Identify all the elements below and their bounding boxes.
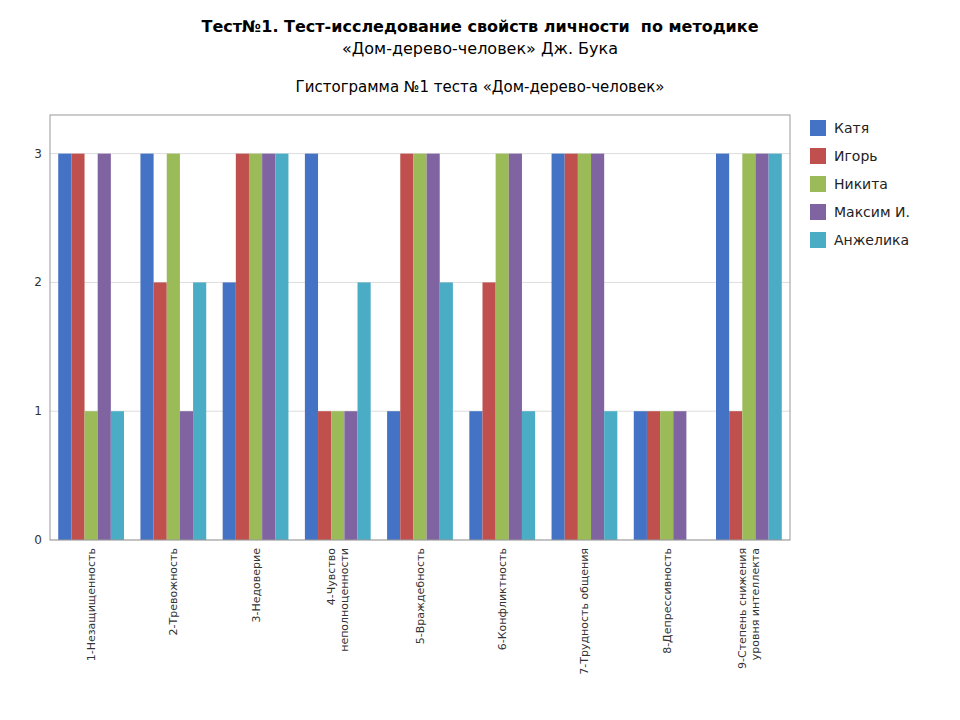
- x-tick-line: 4-Чувство: [325, 548, 338, 605]
- legend-swatch: [810, 204, 826, 220]
- bar: [578, 154, 591, 540]
- bar: [591, 154, 604, 540]
- x-tick: 1-Незащищенность: [85, 548, 98, 661]
- x-tick-line: 6-Конфликтность: [496, 548, 509, 650]
- x-tick-label: 7-Трудность общения: [578, 548, 591, 675]
- x-tick: 2-Тревожность: [167, 548, 180, 635]
- x-tick: 9-Степень сниженияуровня интеллекта: [736, 548, 762, 669]
- bar: [318, 411, 331, 540]
- bar: [552, 154, 565, 540]
- bar: [647, 411, 660, 540]
- x-tick-label: 8-Депрессивность: [661, 548, 674, 654]
- bar: [154, 282, 167, 540]
- bar: [140, 154, 153, 540]
- x-tick-label: 6-Конфликтность: [496, 548, 509, 650]
- x-tick-line: уровня интеллекта: [749, 548, 762, 660]
- bar: [413, 154, 426, 540]
- bar: [427, 154, 440, 540]
- legend-label: Максим И.: [834, 204, 910, 220]
- bar: [71, 154, 84, 540]
- x-tick-label: 9-Степень сниженияуровня интеллекта: [736, 548, 762, 669]
- x-tick-line: 3-Недоверие: [250, 548, 263, 623]
- bar: [111, 411, 124, 540]
- bar: [331, 411, 344, 540]
- bar: [180, 411, 193, 540]
- bar: [729, 411, 742, 540]
- bar: [98, 154, 111, 540]
- bar: [673, 411, 686, 540]
- bar: [236, 154, 249, 540]
- bar: [344, 411, 357, 540]
- x-tick-label: 5-Враждебность: [414, 548, 427, 644]
- x-tick: 8-Депрессивность: [661, 548, 674, 654]
- x-tick-line: 5-Враждебность: [414, 548, 427, 644]
- x-tick-label: 2-Тревожность: [167, 548, 180, 635]
- bar: [522, 411, 535, 540]
- x-tick-label: 1-Незащищенность: [85, 548, 98, 661]
- title-line: «Дом-дерево-человек» Дж. Бука: [342, 39, 618, 58]
- title: Тест№1. Тест-исследование свойств личнос…: [202, 17, 759, 58]
- title-line: Тест№1. Тест-исследование свойств личнос…: [202, 17, 759, 36]
- y-tick-label: 0: [34, 533, 42, 547]
- x-tick-line: 7-Трудность общения: [578, 548, 591, 675]
- x-tick-line: 2-Тревожность: [167, 548, 180, 635]
- bar: [358, 282, 371, 540]
- bar: [387, 411, 400, 540]
- legend-label: Игорь: [834, 148, 878, 164]
- bar: [755, 154, 768, 540]
- bar: [469, 411, 482, 540]
- y-tick-label: 2: [34, 275, 42, 289]
- x-tick: 5-Враждебность: [414, 548, 427, 644]
- bar: [482, 282, 495, 540]
- bar: [742, 154, 755, 540]
- bar: [400, 154, 413, 540]
- bar: [496, 154, 509, 540]
- x-tick-label: 3-Недоверие: [250, 548, 263, 623]
- bar: [58, 154, 71, 540]
- bar: [167, 154, 180, 540]
- bar: [660, 411, 673, 540]
- x-tick-label: 4-Чувствонеполноценности: [325, 548, 351, 652]
- bar: [305, 154, 318, 540]
- x-tick-line: 8-Депрессивность: [661, 548, 674, 654]
- bar: [223, 282, 236, 540]
- bar: [716, 154, 729, 540]
- chart: Тест№1. Тест-исследование свойств личнос…: [0, 0, 960, 720]
- legend: Катя Игорь Никита Максим И. Анжелика: [810, 120, 910, 248]
- bar: [262, 154, 275, 540]
- bar: [275, 154, 288, 540]
- x-tick: 4-Чувствонеполноценности: [325, 548, 351, 652]
- bar: [193, 282, 206, 540]
- bar: [604, 411, 617, 540]
- y-tick-label: 3: [34, 147, 42, 161]
- legend-label: Никита: [834, 176, 888, 192]
- legend-swatch: [810, 120, 826, 136]
- x-tick: 6-Конфликтность: [496, 548, 509, 650]
- bar: [509, 154, 522, 540]
- y-tick-label: 1: [34, 404, 42, 418]
- bar: [634, 411, 647, 540]
- bar: [565, 154, 578, 540]
- x-tick: 3-Недоверие: [250, 548, 263, 623]
- bars: [58, 154, 782, 540]
- legend-swatch: [810, 176, 826, 192]
- subtitle: Гистограмма №1 теста «Дом-дерево-человек…: [296, 78, 665, 96]
- legend-label: Катя: [834, 120, 869, 136]
- bar: [769, 154, 782, 540]
- bar: [249, 154, 262, 540]
- legend-label: Анжелика: [834, 232, 909, 248]
- bar: [85, 411, 98, 540]
- legend-swatch: [810, 148, 826, 164]
- x-tick-line: 9-Степень снижения: [736, 548, 749, 669]
- plot-frame: [50, 115, 790, 540]
- x-tick: 7-Трудность общения: [578, 548, 591, 675]
- x-tick-line: неполноценности: [338, 548, 351, 652]
- bar: [440, 282, 453, 540]
- x-tick-line: 1-Незащищенность: [85, 548, 98, 661]
- legend-swatch: [810, 232, 826, 248]
